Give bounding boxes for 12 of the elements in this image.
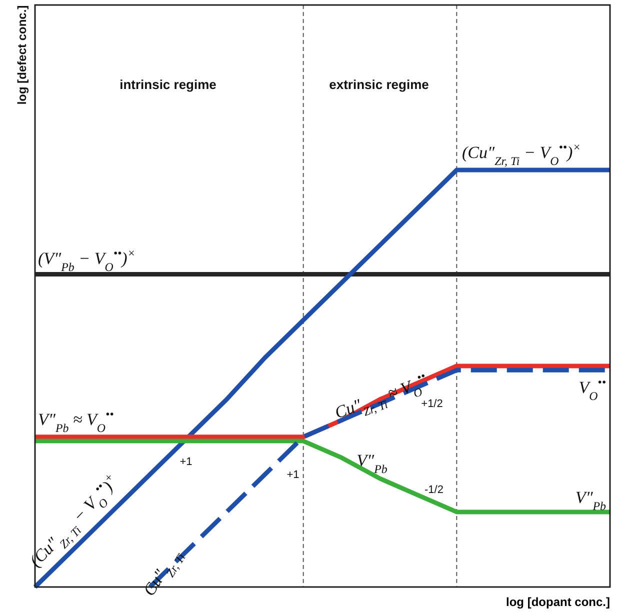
annotation: +1 [180,456,192,468]
text: intrinsic regime [120,77,216,92]
annotation: +1 [286,469,300,481]
annotation: V″$_{Pb}$ [356,451,388,476]
x-axis-title: log [dopant conc.] [506,595,610,609]
series-label: (Cu″$_{Zr, Ti}$ − V$_{O}$$^{••}$)$^{×}$ [462,140,581,168]
series-label: V″$_{Pb}$ [575,488,606,513]
text: extrinsic regime [329,77,429,92]
series-label: (V″$_{Pb}$ − V$_{O}$$^{••}$)$^{×}$ [38,246,136,274]
text: log [defect conc.] [15,5,29,105]
annotation: -1/2 [424,484,444,496]
annotation: +1/2 [421,398,443,410]
